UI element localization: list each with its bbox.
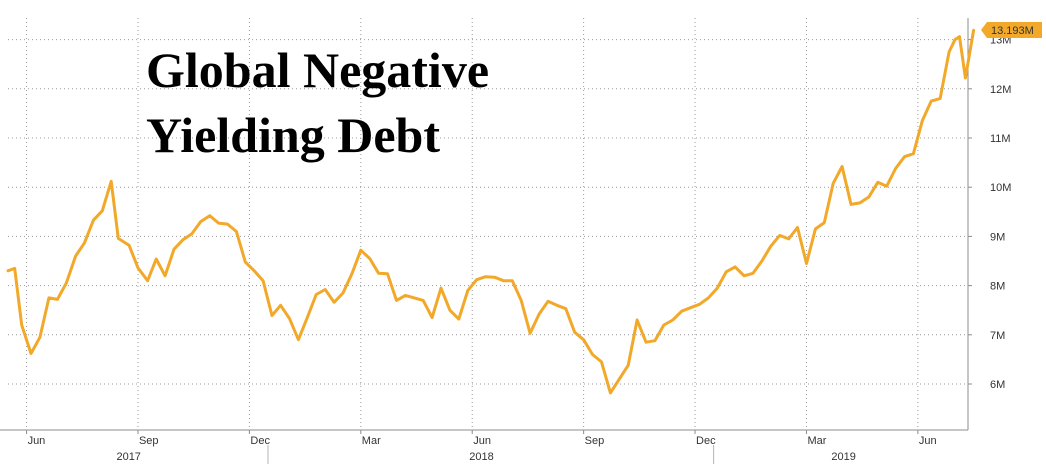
y-tick-label: 11M [990,133,1011,145]
series-line [6,28,976,395]
last-value-badge-shape [981,22,1042,38]
chart-title: Global Negative Yielding Debt [146,42,489,163]
y-tick-label: 7M [990,330,1005,342]
year-labels: 2017 2018 2019 [116,445,856,464]
y-tick-label: 9M [990,231,1005,243]
last-value-badge: 13.193M [981,22,1042,38]
y-tick-label: 8M [990,281,1005,293]
x-tick-label: Jun [919,435,937,447]
axes [0,18,969,431]
title-line-2: Yielding Debt [146,107,440,163]
x-tick-labels: Jun Sep Dec Mar Jun Sep Dec Mar Jun [28,435,937,447]
x-tick-label: Sep [585,435,605,447]
x-tick-label: Sep [139,435,159,447]
year-label: 2019 [831,451,855,463]
y-tick-label: 12M [990,84,1011,96]
x-tick-label: Jun [473,435,491,447]
y-tick-label: 10M [990,182,1011,194]
x-tick-label: Mar [362,435,381,447]
title-line-1: Global Negative [146,42,489,98]
x-tick-label: Dec [696,435,716,447]
series [6,28,976,395]
last-value-label: 13.193M [991,25,1034,37]
grid [8,18,972,434]
y-tick-label: 6M [990,379,1005,391]
year-label: 2018 [469,451,493,463]
year-label: 2017 [116,451,140,463]
x-tick-label: Jun [28,435,46,447]
x-tick-label: Dec [250,435,270,447]
x-tick-label: Mar [807,435,826,447]
